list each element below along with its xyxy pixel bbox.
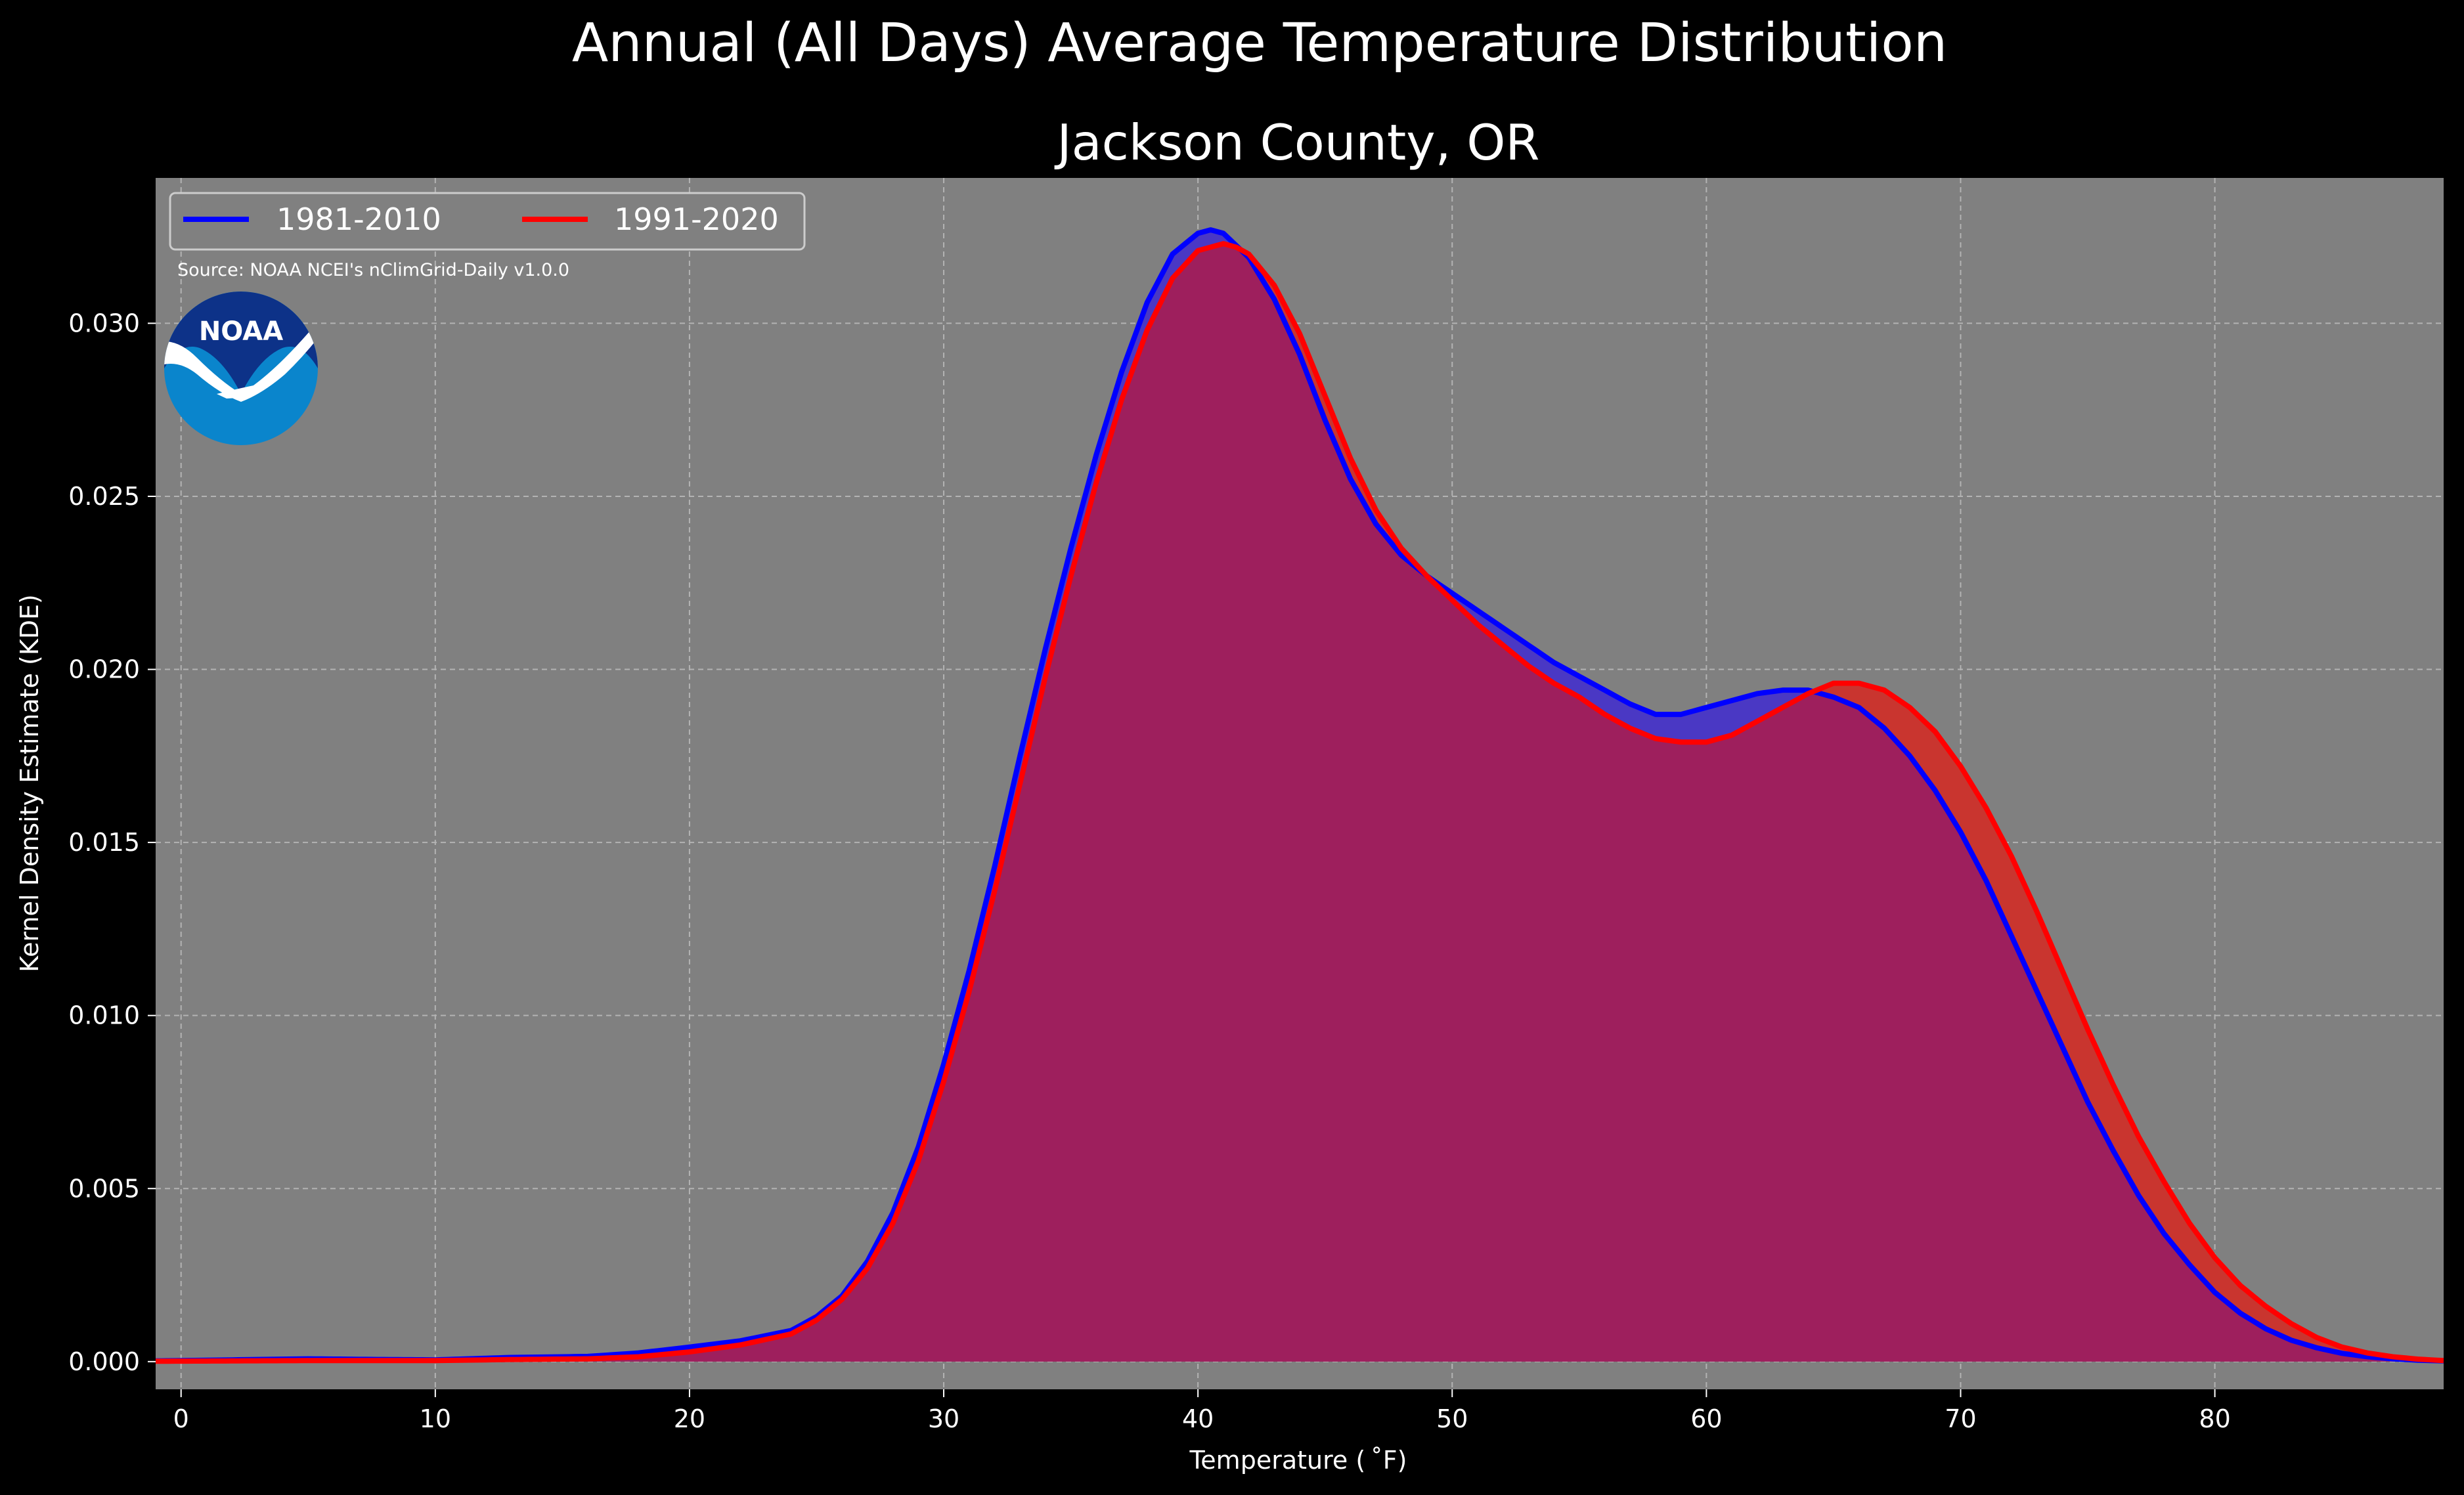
x-tick-label: 20 (674, 1404, 705, 1433)
x-tick-label: 70 (1945, 1404, 1976, 1433)
y-axis-label: Kernel Density Estimate (KDE) (15, 594, 44, 972)
legend-label-1991-2020: 1991-2020 (614, 202, 779, 237)
x-tick-label: 50 (1436, 1404, 1468, 1433)
y-tick-label: 0.010 (68, 1001, 140, 1030)
x-tick-label: 10 (420, 1404, 451, 1433)
x-tick-label: 30 (928, 1404, 959, 1433)
legend-label-1981-2010: 1981-2010 (276, 202, 441, 237)
noaa-logo: NOAA (164, 292, 318, 445)
density-areas (156, 230, 2444, 1362)
x-axis-ticks: 0 10 20 30 40 50 60 70 80 (173, 1389, 2231, 1433)
legend-box (169, 192, 806, 251)
noaa-logo-text: NOAA (199, 316, 283, 347)
x-tick-label: 60 (1690, 1404, 1722, 1433)
chart-title: Jackson County, OR (1054, 114, 1539, 171)
y-tick-label: 0.005 (68, 1174, 140, 1203)
y-tick-label: 0.020 (68, 655, 140, 684)
y-tick-label: 0.030 (68, 309, 140, 337)
x-tick-label: 40 (1182, 1404, 1214, 1433)
chart-suptitle: Annual (All Days) Average Temperature Di… (572, 12, 1947, 74)
noaa-logo-upper (164, 292, 318, 394)
noaa-logo-gull (164, 322, 318, 402)
y-axis-ticks: 0.000 0.005 0.010 0.015 0.020 0.025 0.030 (68, 309, 156, 1376)
x-tick-label: 0 (173, 1404, 189, 1433)
x-axis-label: Temperature ( ˚F) (1189, 1446, 1407, 1475)
legend[interactable]: 1981-2010 1991-2020 (169, 192, 806, 251)
source-note: Source: NOAA NCEI's nClimGrid-Daily v1.0… (177, 260, 569, 280)
y-tick-label: 0.025 (68, 482, 140, 511)
x-tick-label: 80 (2199, 1404, 2230, 1433)
series-line-1991-2020 (156, 241, 2444, 1364)
area-overlap (156, 244, 2444, 1362)
noaa-logo-wing-tip (217, 381, 276, 399)
density-lines (156, 227, 2444, 1364)
y-tick-label: 0.000 (68, 1347, 140, 1376)
y-tick-label: 0.015 (68, 828, 140, 857)
